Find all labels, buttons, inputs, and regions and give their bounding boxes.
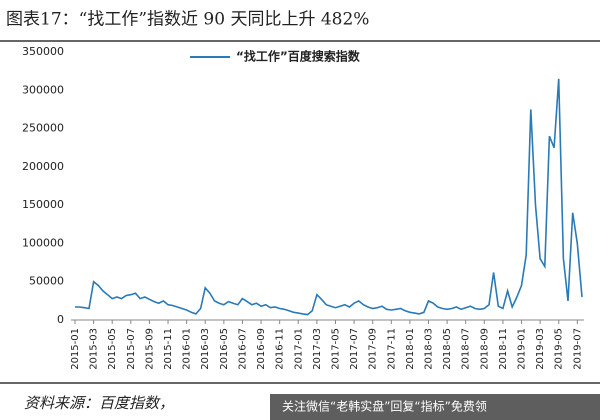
x-tick-label: 2016-09 — [256, 328, 267, 370]
x-tick-label: 2015-03 — [89, 328, 100, 370]
legend-label: “找工作”百度搜索指数 — [236, 49, 361, 64]
x-tick-label: 2018-07 — [461, 328, 472, 370]
x-tick-label: 2016-01 — [182, 328, 193, 370]
x-tick-label: 2015-11 — [163, 328, 174, 370]
x-tick-label: 2018-11 — [498, 328, 509, 370]
x-tick-label: 2017-03 — [312, 328, 323, 370]
x-tick-label: 2017-09 — [368, 328, 379, 370]
x-tick-label: 2016-11 — [275, 328, 286, 370]
line — [75, 78, 583, 316]
x-tick-label: 2018-09 — [479, 328, 490, 370]
watermark-bar — [270, 394, 600, 420]
y-tick-label: 300000 — [22, 83, 64, 96]
x-tick-label: 2018-03 — [424, 328, 435, 370]
y-tick-label: 200000 — [22, 160, 64, 173]
x-tick-label: 2015-09 — [144, 328, 155, 370]
x-tick-label: 2015-01 — [70, 328, 81, 370]
x-tick-label: 2017-05 — [330, 328, 341, 370]
x-tick-label: 2016-03 — [200, 328, 211, 370]
x-tick-label: 2016-05 — [219, 328, 230, 370]
x-tick-label: 2018-05 — [442, 328, 453, 370]
chart-title: 图表17：“找工作”指数近 90 天同比上升 482% — [6, 10, 369, 30]
x-tick-label: 2017-11 — [386, 328, 397, 370]
y-tick-label: 100000 — [22, 236, 64, 249]
y-tick-label: 150000 — [22, 198, 64, 211]
x-tick-label: 2019-01 — [517, 328, 528, 370]
y-tick-label: 250000 — [22, 122, 64, 135]
x-tick-label: 2015-05 — [107, 328, 118, 370]
x-tick-label: 2019-07 — [572, 328, 583, 370]
x-tick-label: 2018-01 — [405, 328, 416, 370]
x-tick-label: 2017-07 — [349, 328, 360, 370]
source: 资料来源：百度指数， — [24, 394, 174, 412]
y-tick-label: 0 — [57, 313, 64, 326]
x-tick-label: 2019-03 — [535, 328, 546, 370]
x-tick-label: 2016-07 — [237, 328, 248, 370]
y-tick-label: 350000 — [22, 45, 64, 58]
x-tick-label: 2015-07 — [126, 328, 137, 370]
x-tick-label: 2017-01 — [293, 328, 304, 370]
x-tick-label: 2019-05 — [554, 328, 565, 370]
watermark: 关注微信“老韩实盘”回复“指标”免费领 — [282, 399, 487, 414]
y-tick-label: 50000 — [29, 275, 64, 288]
